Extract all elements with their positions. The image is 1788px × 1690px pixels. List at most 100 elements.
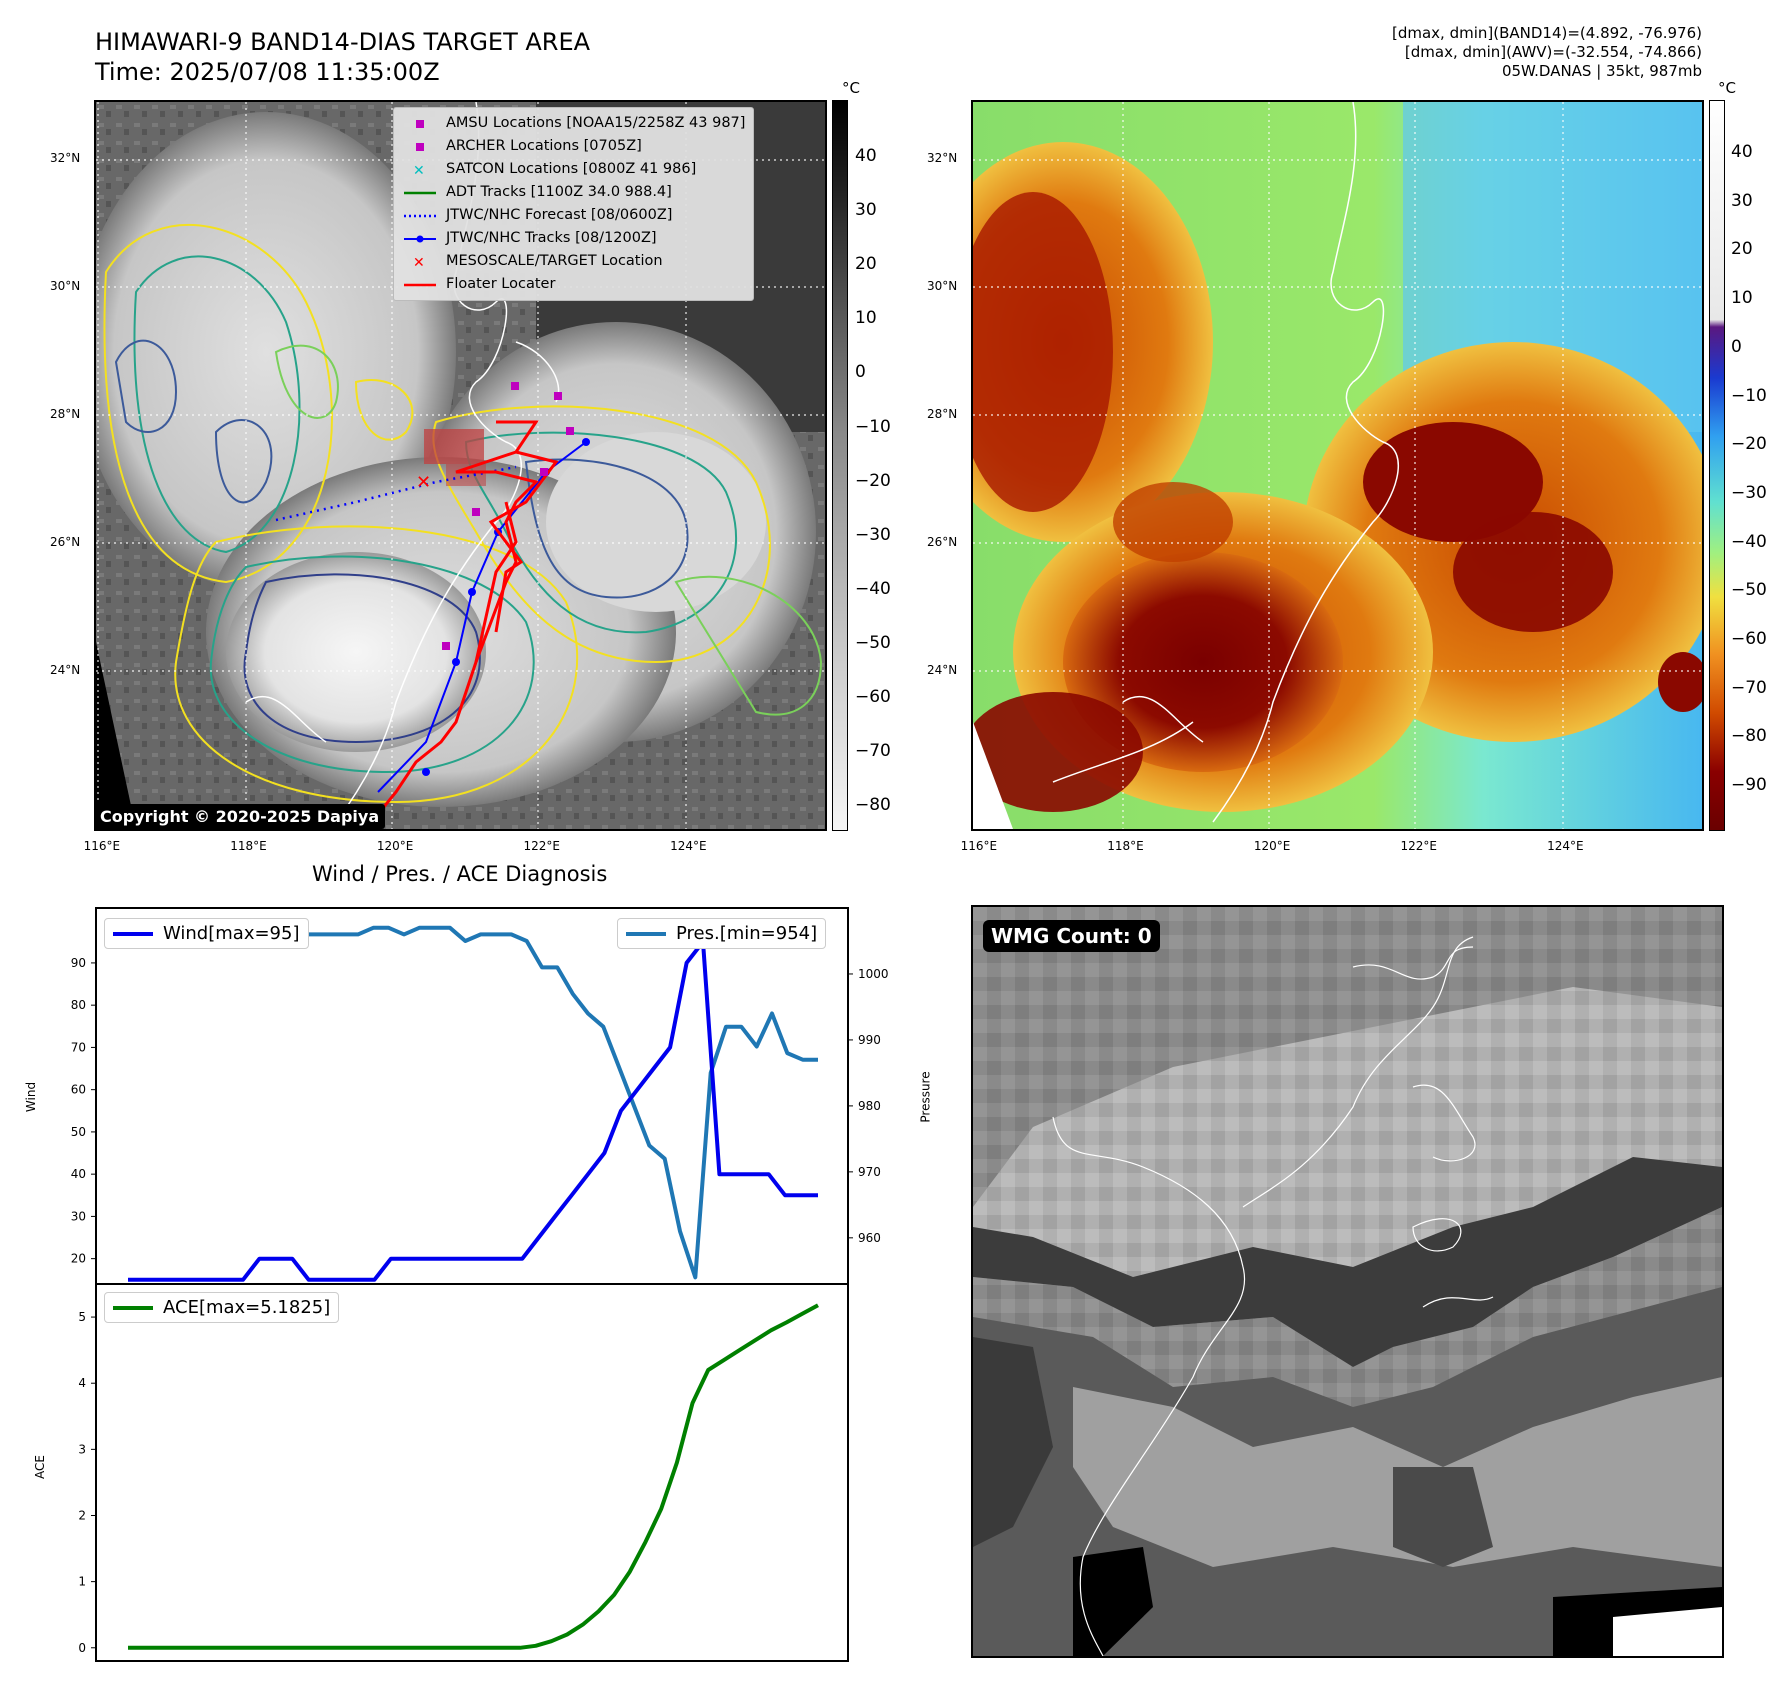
colorbar2-tick: −80	[1731, 726, 1767, 747]
wind-tick: 80	[71, 998, 86, 1012]
wind-tick: 40	[71, 1167, 86, 1181]
wmg-count-badge: WMG Count: 0	[983, 920, 1160, 952]
legend-entry: AMSU Locations [NOAA15/2258Z 43 987]	[402, 112, 745, 135]
pressure-legend-swatch	[626, 931, 666, 936]
ace-frame	[95, 1283, 849, 1662]
ace-tick: 4	[78, 1376, 86, 1390]
wind-legend-swatch	[113, 931, 153, 936]
awv-map-lat-tick: 26°N	[927, 535, 958, 550]
pressure-tick: 980	[858, 1099, 881, 1113]
ir-map-lat-tick: 28°N	[50, 407, 81, 422]
awv-map-lat-tick: 30°N	[927, 279, 958, 294]
legend-symbol	[416, 119, 424, 128]
colorbar2-tick: −90	[1731, 775, 1767, 796]
legend-entry: ADT Tracks [1100Z 34.0 988.4]	[402, 181, 745, 204]
pressure-legend-label: Pres.[min=954]	[676, 923, 818, 944]
colorbar2-tick: −60	[1731, 629, 1767, 649]
legend-label: SATCON Locations [0800Z 41 986]	[446, 161, 697, 177]
wind-tick: 70	[71, 1040, 86, 1054]
legend-label: MESOSCALE/TARGET Location	[446, 253, 663, 269]
awv-map-lon-tick: 122°E	[1400, 839, 1437, 853]
figure-time: Time: 2025/07/08 11:35:00Z	[95, 58, 440, 86]
colorbar1-tick: 0	[855, 362, 866, 383]
figure-title: HIMAWARI-9 BAND14-DIAS TARGET AREA	[95, 28, 591, 56]
wind-tick: 60	[71, 1083, 86, 1097]
legend-label: ADT Tracks [1100Z 34.0 988.4]	[446, 184, 672, 200]
legend-symbol	[404, 191, 436, 194]
legend-entry: JTWC/NHC Forecast [08/0600Z]	[402, 204, 745, 227]
pressure-tick: 990	[858, 1033, 881, 1047]
ir-map-lon-tick: 118°E	[230, 839, 267, 853]
colorbar1-tick: −10	[855, 416, 891, 437]
colorbar1-tick: 30	[855, 200, 877, 221]
wind-tick: 30	[71, 1209, 86, 1223]
colorbar2-tick: −40	[1731, 531, 1767, 552]
colorbar1-tick: −60	[855, 687, 891, 707]
ace-legend-swatch	[113, 1305, 153, 1310]
colorbar2-tick: 10	[1731, 288, 1753, 309]
colorbar2-tick: −20	[1731, 434, 1767, 455]
ace-tick: 3	[78, 1442, 86, 1456]
diagnosis-title: Wind / Pres. / ACE Diagnosis	[312, 862, 608, 886]
ir-map-lat-tick: 26°N	[50, 535, 81, 550]
colorbar2-tick: 0	[1731, 336, 1742, 357]
colorbar2-gradient	[1709, 100, 1725, 831]
colorbar1-tick: −30	[855, 524, 891, 545]
legend-entry: ✕ SATCON Locations [0800Z 41 986]	[402, 158, 745, 181]
legend-label: JTWC/NHC Forecast [08/0600Z]	[446, 207, 673, 223]
wind-tick: 90	[71, 956, 86, 970]
colorbar1-tick: 20	[855, 254, 877, 275]
svg-text:✕: ✕	[416, 472, 431, 493]
awv-map-image	[973, 102, 1702, 829]
copyright-label: Copyright © 2020-2025 Dapiya	[94, 804, 386, 829]
ir-map-lat-tick: 32°N	[50, 151, 81, 166]
colorbar2-tick: −30	[1731, 482, 1767, 503]
awv-map-lon-tick: 120°E	[1253, 839, 1291, 853]
ace-axis-label: ACE	[32, 1455, 47, 1479]
info-line-3: 05W.DANAS | 35kt, 987mb	[1501, 62, 1702, 80]
wmg-image	[973, 907, 1722, 1656]
legend-label: ARCHER Locations [0705Z]	[446, 138, 642, 154]
map-legend: AMSU Locations [NOAA15/2258Z 43 987] ARCH…	[393, 107, 755, 301]
colorbar2-unit: °C	[1718, 79, 1736, 97]
awv-map-lon-tick: 116°E	[960, 839, 998, 853]
colorbar1-tick: 40	[855, 146, 877, 166]
ir-map-lon-tick: 120°E	[376, 839, 414, 853]
colorbar2-tick: −70	[1731, 677, 1767, 698]
legend-symbol	[404, 283, 436, 286]
wind-tick: 50	[71, 1125, 86, 1139]
colorbar1-gradient	[832, 100, 848, 831]
legend-label: AMSU Locations [NOAA15/2258Z 43 987]	[446, 115, 746, 131]
awv-map-lat-tick: 28°N	[927, 407, 958, 422]
ir-map-lat-tick: 30°N	[50, 279, 81, 294]
pressure-tick: 970	[858, 1165, 881, 1179]
awv-map-lat-tick: 24°N	[927, 663, 958, 678]
ace-legend-label: ACE[max=5.1825]	[163, 1297, 331, 1318]
ace-tick: 5	[78, 1310, 86, 1324]
svg-text:✕: ✕	[413, 163, 425, 179]
awv-map-lon-tick: 118°E	[1107, 839, 1144, 853]
legend-symbol	[404, 235, 436, 242]
ace-tick: 2	[78, 1508, 86, 1522]
legend-symbol	[416, 142, 424, 151]
info-line-1: [dmax, dmin](BAND14)=(4.892, -76.976)	[1391, 24, 1702, 42]
colorbar1-tick: −20	[855, 470, 891, 491]
awv-map-lon-tick: 124°E	[1547, 839, 1584, 853]
colorbar2-tick: 30	[1731, 190, 1753, 211]
wind-series-line	[128, 939, 818, 1282]
legend-symbol	[404, 214, 436, 217]
wind-legend: Wind[max=95]	[104, 918, 309, 949]
info-line-2: [dmax, dmin](AWV)=(-32.554, -74.866)	[1404, 43, 1702, 61]
ir-map-lon-tick: 122°E	[523, 839, 560, 853]
colorbar2-tick: 40	[1731, 142, 1753, 162]
legend-entry: ✕ MESOSCALE/TARGET Location	[402, 250, 745, 273]
pressure-tick: 960	[858, 1231, 881, 1245]
colorbar1-tick: −50	[855, 632, 891, 653]
ace-series-line	[128, 1303, 819, 1650]
colorbar1-tick: −80	[855, 795, 891, 816]
legend-label: JTWC/NHC Tracks [08/1200Z]	[446, 230, 657, 246]
pressure-axis-label: Pressure	[918, 1071, 933, 1123]
legend-symbol: ✕	[413, 255, 425, 271]
pressure-legend: Pres.[min=954]	[617, 918, 827, 949]
legend-entry: Floater Locater	[402, 273, 745, 296]
